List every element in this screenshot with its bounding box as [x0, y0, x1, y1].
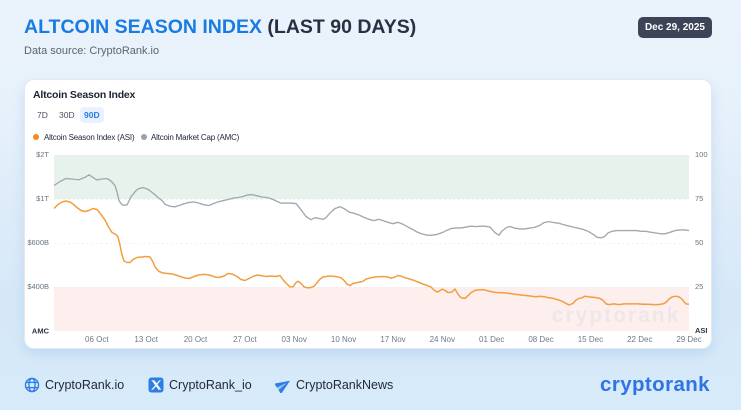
svg-text:100: 100	[695, 150, 708, 159]
svg-text:17 Nov: 17 Nov	[380, 335, 405, 344]
svg-text:$600B: $600B	[27, 238, 49, 247]
svg-text:AMC: AMC	[32, 327, 50, 336]
svg-text:24 Nov: 24 Nov	[430, 335, 455, 344]
svg-text:13 Oct: 13 Oct	[134, 335, 158, 344]
svg-text:29 Dec: 29 Dec	[676, 335, 701, 344]
svg-text:75: 75	[695, 194, 703, 203]
svg-text:25: 25	[695, 282, 703, 291]
svg-text:ASI: ASI	[695, 326, 708, 335]
svg-text:$400B: $400B	[27, 282, 49, 291]
svg-text:03 Nov: 03 Nov	[282, 335, 307, 344]
svg-text:20 Oct: 20 Oct	[184, 335, 208, 344]
svg-text:01 Dec: 01 Dec	[479, 335, 504, 344]
svg-text:$2T: $2T	[36, 150, 49, 159]
svg-text:08 Dec: 08 Dec	[528, 335, 553, 344]
svg-text:15 Dec: 15 Dec	[578, 335, 603, 344]
svg-text:$1T: $1T	[36, 194, 49, 203]
svg-text:06 Oct: 06 Oct	[85, 335, 109, 344]
svg-text:22 Dec: 22 Dec	[627, 335, 652, 344]
svg-text:cryptorank: cryptorank	[552, 304, 681, 327]
svg-text:50: 50	[695, 238, 703, 247]
svg-text:10 Nov: 10 Nov	[331, 335, 356, 344]
svg-text:27 Oct: 27 Oct	[233, 335, 257, 344]
